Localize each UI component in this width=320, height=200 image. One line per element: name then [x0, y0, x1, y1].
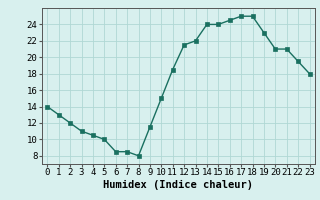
X-axis label: Humidex (Indice chaleur): Humidex (Indice chaleur) [103, 180, 253, 190]
